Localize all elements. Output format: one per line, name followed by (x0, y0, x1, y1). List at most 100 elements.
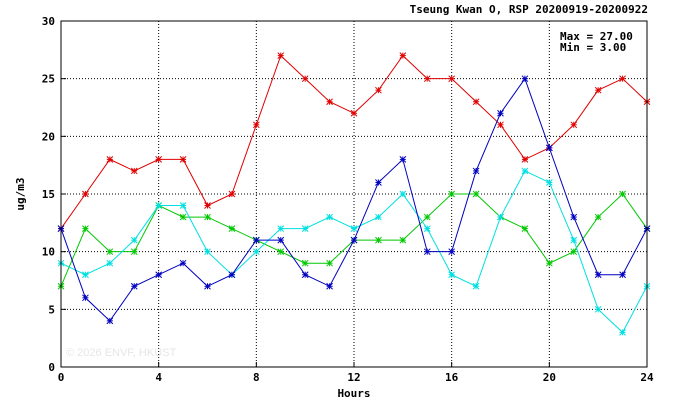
data-point (326, 213, 333, 221)
data-point (570, 121, 578, 129)
max-label: Max = 27.00 (560, 30, 633, 43)
data-point (130, 167, 138, 175)
data-point (497, 121, 504, 129)
data-point (545, 259, 553, 267)
data-point (472, 98, 480, 106)
data-point (82, 294, 89, 302)
data-point (570, 213, 578, 221)
x-axis-label: Hours (337, 387, 370, 400)
data-point (179, 213, 187, 221)
data-point (106, 259, 114, 267)
data-point (155, 156, 163, 163)
data-point (179, 202, 187, 209)
data-point (497, 213, 504, 221)
data-point (521, 75, 529, 83)
data-point (521, 225, 529, 232)
data-point (448, 248, 456, 256)
data-point (130, 282, 138, 290)
data-point (326, 259, 333, 267)
x-tick-label: 24 (640, 371, 654, 384)
data-point (375, 179, 382, 186)
data-point (179, 259, 187, 267)
data-point (106, 248, 114, 256)
data-point (277, 52, 285, 59)
data-point (619, 75, 626, 83)
data-point (326, 282, 333, 290)
data-point (301, 259, 309, 267)
data-point (350, 236, 358, 244)
x-tick-label: 8 (253, 371, 260, 384)
y-tick-label: 20 (42, 130, 55, 143)
data-point (252, 236, 260, 244)
data-point (594, 305, 602, 313)
watermark: © 2026 ENVF, HKUST (66, 347, 176, 359)
series-4 (57, 75, 651, 325)
series-layer (57, 52, 651, 336)
data-point (350, 109, 358, 117)
data-point (448, 75, 456, 83)
data-point (375, 236, 382, 244)
data-point (82, 225, 89, 232)
y-tick-label: 10 (42, 246, 55, 259)
data-point (619, 190, 626, 198)
x-tick-label: 4 (155, 371, 162, 384)
x-tick-label: 20 (543, 371, 556, 384)
data-point (619, 329, 626, 336)
data-point (399, 52, 407, 59)
data-point (570, 248, 578, 256)
data-point (472, 282, 480, 290)
grid (61, 21, 647, 367)
data-point (277, 248, 285, 256)
data-point (252, 121, 260, 129)
data-point (472, 167, 480, 175)
data-point (301, 271, 309, 279)
data-point (375, 86, 382, 94)
data-point (521, 156, 529, 163)
data-point (82, 271, 89, 279)
data-point (301, 225, 309, 232)
data-point (594, 86, 602, 94)
y-tick-label: 25 (42, 73, 55, 86)
y-axis-label: ug/m3 (14, 177, 27, 210)
data-point (204, 248, 211, 256)
data-point (423, 213, 431, 221)
data-point (448, 190, 456, 198)
data-point (545, 144, 553, 152)
data-point (179, 156, 187, 163)
data-point (228, 271, 236, 279)
data-point (423, 225, 431, 232)
data-point (472, 190, 480, 198)
y-tick-label: 0 (48, 361, 55, 374)
data-point (594, 271, 602, 279)
data-point (301, 75, 309, 83)
data-point (594, 213, 602, 221)
x-tick-label: 12 (347, 371, 360, 384)
data-point (570, 236, 578, 244)
data-point (497, 109, 504, 117)
data-point (155, 271, 163, 279)
data-point (423, 248, 431, 256)
x-tick-label: 0 (58, 371, 65, 384)
series-3 (57, 167, 651, 336)
data-point (204, 202, 211, 209)
data-point (399, 190, 407, 198)
data-point (82, 190, 89, 198)
data-point (228, 225, 236, 232)
data-point (277, 225, 285, 232)
data-point (204, 282, 211, 290)
data-point (448, 271, 456, 279)
data-point (399, 236, 407, 244)
data-point (155, 202, 163, 209)
data-point (350, 225, 358, 232)
data-point (399, 156, 407, 163)
y-tick-label: 15 (42, 188, 55, 201)
data-point (423, 75, 431, 83)
data-point (228, 190, 236, 198)
data-point (130, 248, 138, 256)
data-point (106, 156, 114, 163)
axes: 0 4 8 12 16 20 24 0 5 10 15 20 25 30 (42, 15, 654, 384)
data-point (521, 167, 529, 175)
x-tick-label: 16 (445, 371, 459, 384)
chart-title: Tseung Kwan O, RSP 20200919-20200922 (410, 3, 648, 16)
y-tick-label: 5 (48, 303, 55, 316)
